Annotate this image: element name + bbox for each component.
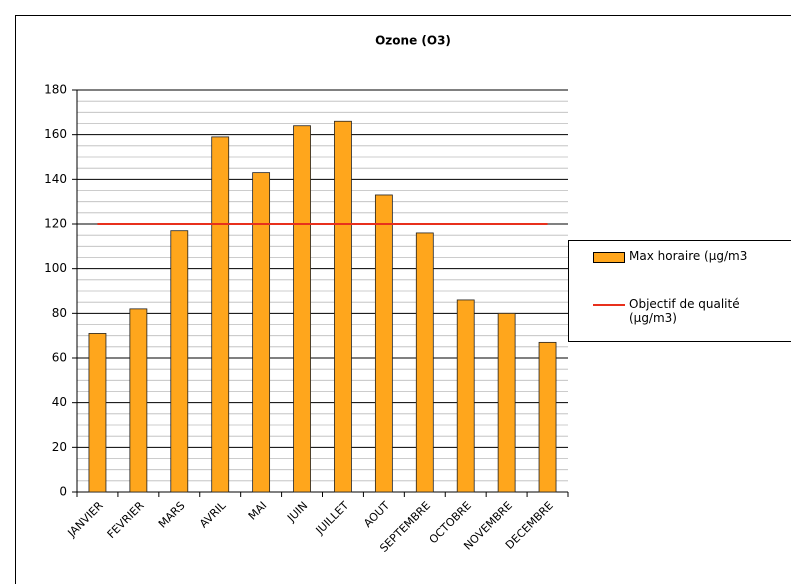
y-tick-label: 120 bbox=[44, 217, 67, 231]
bar bbox=[497, 312, 516, 493]
bar bbox=[334, 120, 352, 493]
bar bbox=[538, 341, 557, 493]
y-tick-label: 100 bbox=[44, 261, 67, 275]
y-tick-label: 0 bbox=[59, 485, 67, 499]
bar bbox=[252, 172, 271, 493]
bar bbox=[415, 232, 434, 493]
y-tick-label: 140 bbox=[44, 172, 67, 186]
legend-swatch bbox=[593, 304, 625, 306]
y-tick-label: 40 bbox=[52, 395, 67, 409]
legend-label: Max horaire (µg/m3 bbox=[629, 249, 748, 263]
y-tick-label: 60 bbox=[52, 351, 67, 365]
y-tick-label: 80 bbox=[52, 306, 67, 320]
legend-label: Objectif de qualité (µg/m3) bbox=[629, 297, 740, 325]
y-tick-label: 20 bbox=[52, 440, 67, 454]
bar bbox=[293, 125, 311, 493]
bar bbox=[88, 333, 107, 493]
chart-title: Ozone (O3) bbox=[375, 34, 451, 48]
legend-swatch bbox=[593, 252, 625, 263]
legend: Max horaire (µg/m3 Objectif de qualité (… bbox=[568, 240, 791, 342]
bar bbox=[456, 299, 475, 493]
y-tick-label: 180 bbox=[44, 83, 67, 97]
bar bbox=[374, 194, 393, 493]
y-tick-label: 160 bbox=[44, 127, 67, 141]
bar bbox=[129, 308, 148, 493]
bar bbox=[170, 230, 189, 493]
bar bbox=[211, 136, 230, 493]
